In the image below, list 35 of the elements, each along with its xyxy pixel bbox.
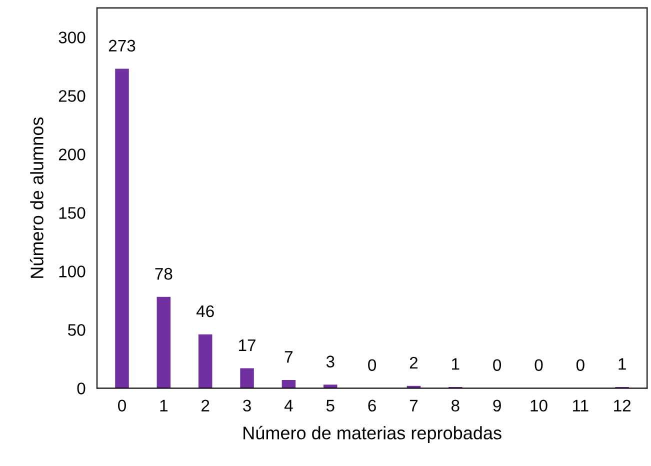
y-tick-label: 50 — [68, 324, 86, 336]
y-tick-label: 250 — [58, 90, 86, 102]
data-label: 1 — [618, 358, 626, 370]
x-tick-label: 2 — [202, 400, 210, 412]
x-tick-label: 10 — [530, 400, 548, 412]
x-tick-label: 9 — [493, 400, 501, 412]
data-label: 0 — [493, 359, 502, 371]
x-tick-label: 11 — [573, 400, 588, 412]
data-label: 78 — [155, 268, 172, 280]
data-label: 1 — [452, 358, 460, 370]
data-label: 3 — [326, 356, 334, 368]
x-tick-label: 12 — [614, 400, 631, 412]
data-label: 0 — [368, 359, 376, 371]
y-tick-label: 150 — [59, 207, 86, 219]
y-tick-label: 0 — [77, 382, 86, 394]
data-label: 7 — [284, 351, 292, 363]
x-tick-label: 0 — [118, 400, 126, 412]
x-tick-label: 6 — [368, 400, 376, 412]
x-tick-label: 1 — [160, 400, 168, 412]
x-tick-label: 3 — [243, 400, 251, 412]
x-axis-title: Número de materias reprobadas — [244, 426, 502, 443]
y-tick-label: 100 — [59, 266, 86, 278]
data-label: 0 — [534, 359, 543, 371]
data-label: 0 — [576, 359, 584, 371]
data-label: 17 — [239, 339, 256, 351]
x-tick-label: 4 — [284, 400, 293, 412]
y-tick-label: 200 — [58, 148, 86, 160]
y-tick-label: 300 — [58, 32, 86, 44]
x-tick-label: 7 — [410, 400, 418, 412]
x-tick-label: 8 — [451, 400, 460, 412]
y-axis-title: Número de alumnos — [30, 117, 44, 278]
x-tick-label: 5 — [326, 400, 334, 412]
data-label: 2 — [410, 356, 418, 368]
data-label: 273 — [108, 40, 136, 52]
data-label: 46 — [196, 305, 214, 318]
